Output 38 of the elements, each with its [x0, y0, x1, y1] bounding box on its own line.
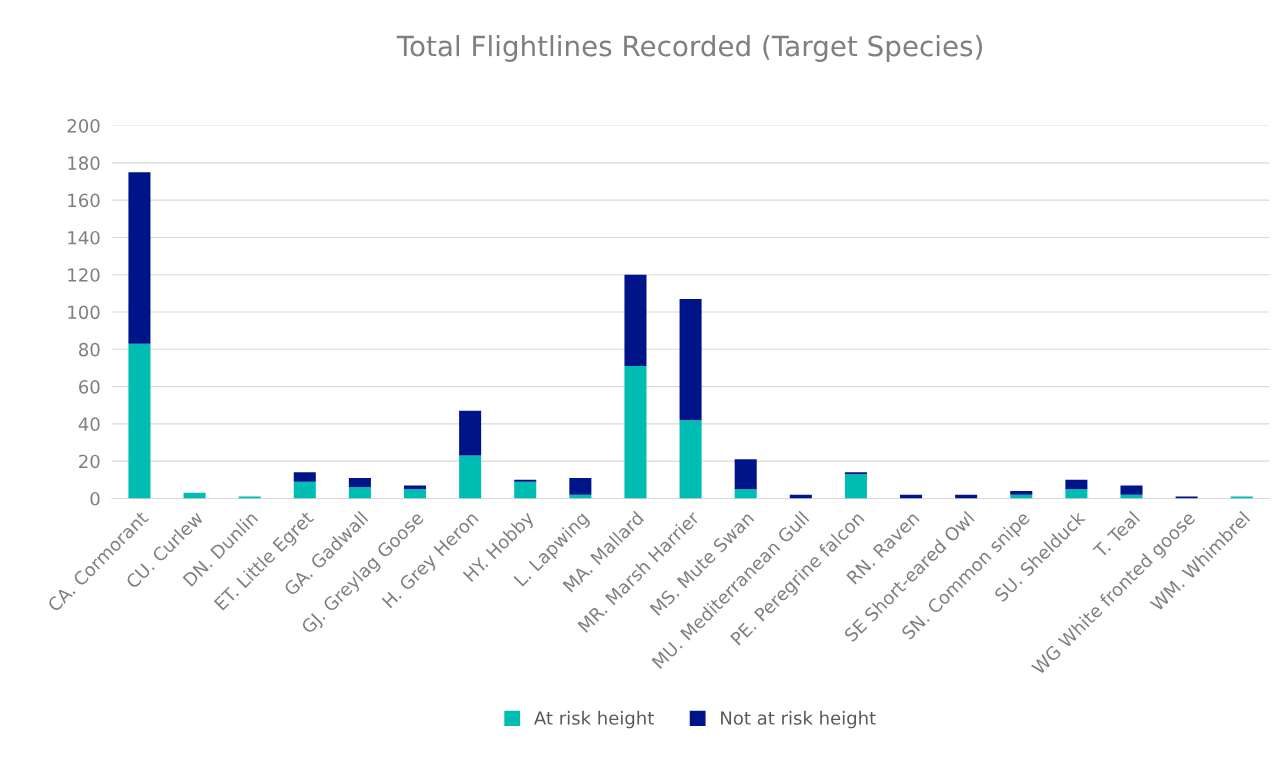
bar — [403, 489, 427, 499]
y-tick-label: 60 — [79, 380, 100, 394]
y-tick-label: 0 — [90, 491, 100, 506]
bar — [679, 298, 702, 421]
y-tick-label: 180 — [68, 156, 100, 170]
legend-label: At risk height — [534, 710, 654, 729]
bar — [624, 274, 647, 367]
bar — [734, 459, 757, 490]
y-tick-label: 140 — [68, 230, 100, 245]
chart-title: Total Flightlines Recorded (Target Species) — [396, 35, 982, 62]
bar — [348, 487, 371, 499]
y-tick-label: 20 — [79, 454, 100, 469]
bar — [348, 477, 371, 488]
legend-label: Not at risk height — [721, 710, 876, 729]
bar — [624, 366, 647, 499]
bar — [569, 477, 592, 495]
bar — [514, 481, 537, 499]
bar — [679, 420, 702, 499]
y-tick-label: 160 — [68, 193, 100, 208]
bar — [1065, 489, 1088, 499]
bar — [844, 474, 867, 499]
y-tick-label: 120 — [68, 268, 100, 282]
y-tick-label: 40 — [78, 417, 100, 431]
bar — [128, 343, 151, 499]
bar — [1065, 479, 1088, 490]
bar — [1010, 491, 1033, 495]
y-tick-label: 200 — [67, 119, 100, 133]
bar — [293, 481, 316, 499]
x-tick-label: T. Teal — [1092, 510, 1141, 559]
bar — [403, 485, 427, 490]
bar — [128, 172, 151, 344]
y-tick-label: 80 — [79, 342, 100, 357]
bar — [459, 410, 482, 456]
bar — [459, 455, 482, 499]
bar — [293, 472, 316, 482]
bar — [734, 489, 757, 499]
y-tick-label: 100 — [68, 305, 100, 320]
bar — [1120, 485, 1143, 495]
